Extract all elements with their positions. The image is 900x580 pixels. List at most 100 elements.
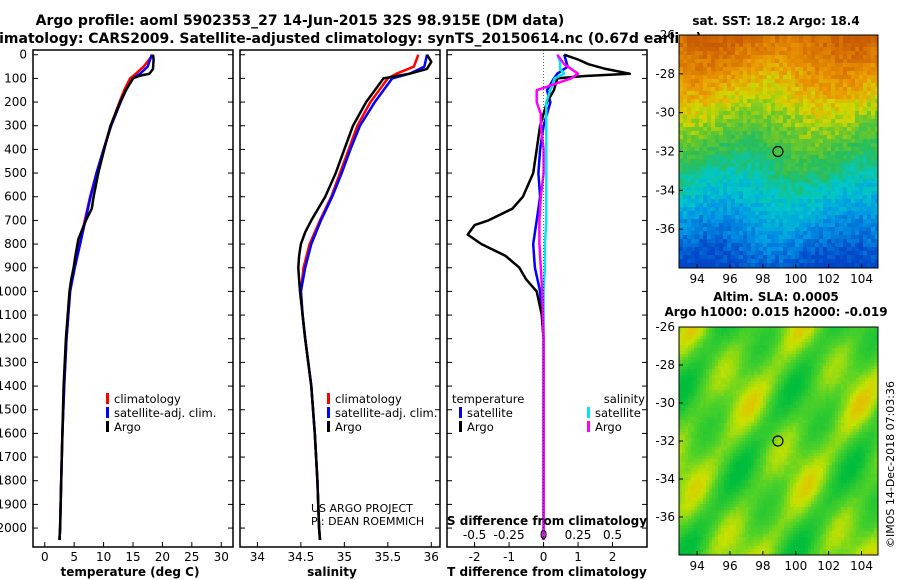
map-cell xyxy=(847,375,851,379)
map-cell xyxy=(703,155,708,160)
map-cell xyxy=(695,123,700,128)
map-cell xyxy=(827,103,832,108)
map-cell xyxy=(691,396,695,400)
map-cell xyxy=(771,203,776,208)
map-cell xyxy=(735,95,740,100)
map-cell xyxy=(755,231,760,236)
map-cell xyxy=(742,339,746,343)
map-cell xyxy=(772,360,776,364)
map-cell xyxy=(771,207,776,212)
map-cell xyxy=(862,354,866,358)
map-cell xyxy=(751,195,756,200)
map-cell xyxy=(683,79,688,84)
map-cell xyxy=(851,203,856,208)
map-cell xyxy=(743,175,748,180)
map-cell xyxy=(815,71,820,76)
map-cell xyxy=(715,405,719,409)
map-cell xyxy=(769,363,773,367)
map-cell xyxy=(784,399,788,403)
map-cell xyxy=(697,357,701,361)
map-cell xyxy=(795,63,800,68)
map-cell xyxy=(778,360,782,364)
map-cell xyxy=(707,247,712,252)
map-cell xyxy=(771,239,776,244)
map-cell xyxy=(871,179,876,184)
map-cell xyxy=(759,263,764,268)
map-cell xyxy=(733,384,737,388)
map-cell xyxy=(817,327,821,331)
map-cell xyxy=(724,354,728,358)
map-cell xyxy=(815,43,820,48)
map-cell xyxy=(727,396,731,400)
map-cell xyxy=(751,219,756,224)
map-cell xyxy=(859,175,864,180)
map-cell xyxy=(856,372,860,376)
map-cell xyxy=(791,71,796,76)
map-cell xyxy=(850,393,854,397)
map-cell xyxy=(807,87,812,92)
map-cell xyxy=(843,191,848,196)
map-cell xyxy=(875,75,878,80)
map-cell xyxy=(867,239,872,244)
map-cell xyxy=(757,354,761,358)
map-cell xyxy=(772,405,776,409)
map-cell xyxy=(730,348,734,352)
map-cell xyxy=(739,131,744,136)
map-cell xyxy=(727,35,732,40)
map-cell xyxy=(859,111,864,116)
map-cell xyxy=(755,171,760,176)
map-cell xyxy=(739,43,744,48)
map-cell xyxy=(799,243,804,248)
map-cell xyxy=(703,51,708,56)
map-cell xyxy=(759,207,764,212)
map-cell xyxy=(853,396,857,400)
map-cell xyxy=(799,336,803,340)
map-cell xyxy=(695,255,700,260)
map-cell xyxy=(687,239,692,244)
map-cell xyxy=(771,143,776,148)
map-cell xyxy=(855,143,860,148)
map-cell xyxy=(844,354,848,358)
map-cell xyxy=(835,327,839,331)
map-cell xyxy=(826,357,830,361)
depth-tick-label: 600 xyxy=(4,190,27,204)
map-cell xyxy=(787,247,792,252)
map-cell xyxy=(685,369,689,373)
map-cell xyxy=(709,345,713,349)
map-cell xyxy=(811,135,816,140)
map-cell xyxy=(850,357,854,361)
map-cell xyxy=(712,393,716,397)
map-cell xyxy=(778,387,782,391)
map-cell xyxy=(727,369,731,373)
map-cell xyxy=(839,115,844,120)
map-cell xyxy=(697,399,701,403)
map-cell xyxy=(790,390,794,394)
map-cell xyxy=(775,239,780,244)
map-cell xyxy=(742,357,746,361)
map-cell xyxy=(827,111,832,116)
map-cell xyxy=(691,115,696,120)
map-cell xyxy=(807,115,812,120)
map-cell xyxy=(707,179,712,184)
map-cell xyxy=(751,348,755,352)
map-cell xyxy=(703,95,708,100)
map-cell xyxy=(791,255,796,260)
map-cell xyxy=(831,43,836,48)
map-cell xyxy=(853,330,857,334)
map-cell xyxy=(719,107,724,112)
map-cell xyxy=(807,203,812,208)
map-cell xyxy=(793,327,797,331)
map-cell xyxy=(859,357,863,361)
map-cell xyxy=(815,35,820,40)
map-cell xyxy=(851,259,856,264)
map-cell xyxy=(755,175,760,180)
map-cell xyxy=(697,405,701,409)
map-cell xyxy=(685,330,689,334)
map-cell xyxy=(839,195,844,200)
map-cell xyxy=(727,399,731,403)
map-cell xyxy=(807,167,812,172)
map-cell xyxy=(799,378,803,382)
map-cell xyxy=(775,384,779,388)
map-cell xyxy=(823,363,827,367)
map-cell xyxy=(723,131,728,136)
